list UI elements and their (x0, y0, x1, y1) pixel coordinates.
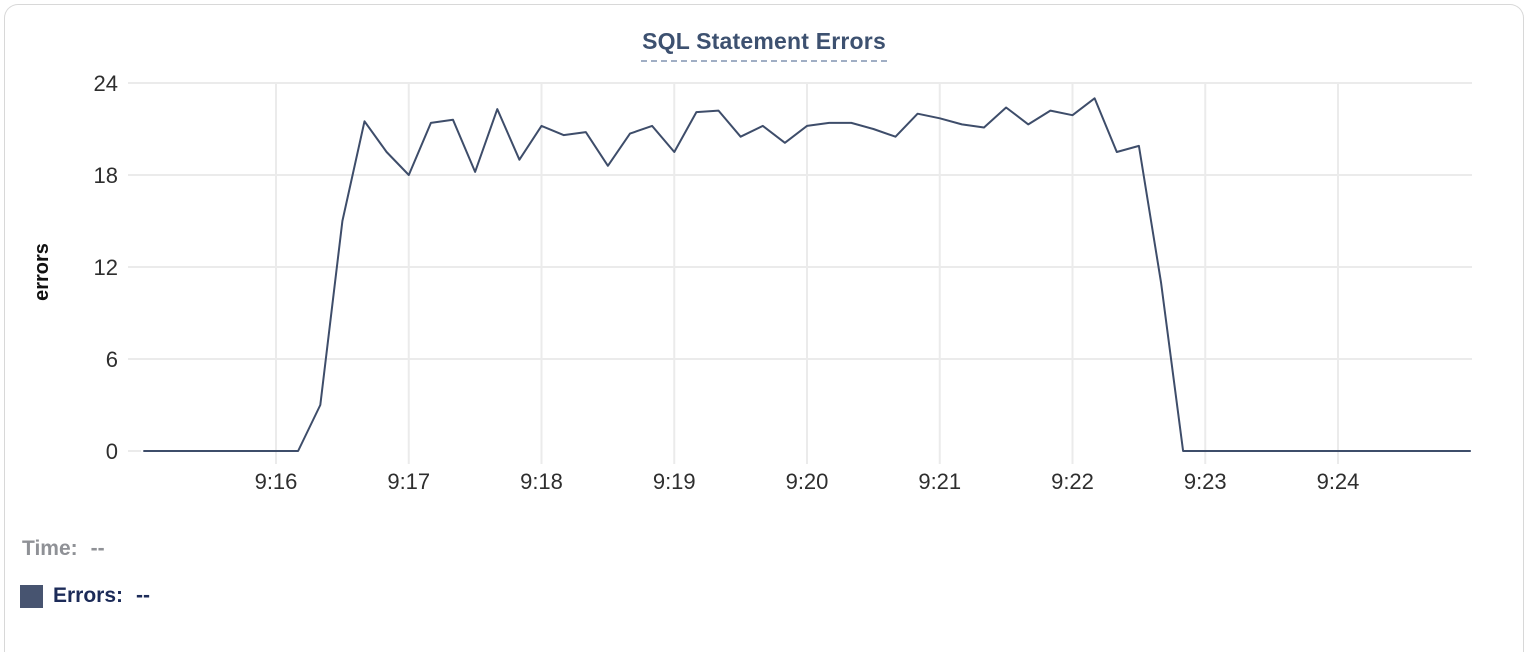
y-tick-label: 0 (106, 439, 118, 464)
errors-series-swatch-icon (20, 584, 43, 608)
x-tick-label: 9:17 (387, 469, 430, 494)
legend-errors-value: -- (136, 584, 151, 607)
x-tick-label: 9:24 (1317, 469, 1360, 494)
y-tick-label: 24 (94, 71, 118, 96)
legend-errors-row: Errors: -- (20, 584, 150, 608)
x-tick-label: 9:18 (520, 469, 563, 494)
y-tick-label: 6 (106, 347, 118, 372)
y-tick-label: 18 (94, 163, 118, 188)
chart-title[interactable]: SQL Statement Errors (641, 28, 887, 62)
x-tick-label: 9:16 (255, 469, 298, 494)
errors-line-chart: 0 6 12 18 24 9:16 9:17 9:18 9:19 9:20 9:21 9:22 9:23… (31, 71, 1472, 494)
legend-time-label: Time: (22, 537, 78, 560)
plot-hover-area[interactable] (137, 83, 1472, 451)
y-axis-label: errors (31, 243, 53, 301)
x-tick-label: 9:19 (653, 469, 696, 494)
legend-errors-label: Errors: (53, 584, 124, 607)
y-tick-label: 12 (94, 255, 118, 280)
x-tick-label: 9:23 (1184, 469, 1227, 494)
legend-time-value: -- (90, 537, 105, 560)
chart-header: SQL Statement Errors (0, 28, 1528, 62)
x-tick-label: 9:20 (786, 469, 829, 494)
x-tick-label: 9:21 (918, 469, 961, 494)
errors-series-line (143, 97, 1471, 452)
x-tick-label: 9:22 (1051, 469, 1094, 494)
legend-time-row: Time: -- (22, 537, 105, 561)
